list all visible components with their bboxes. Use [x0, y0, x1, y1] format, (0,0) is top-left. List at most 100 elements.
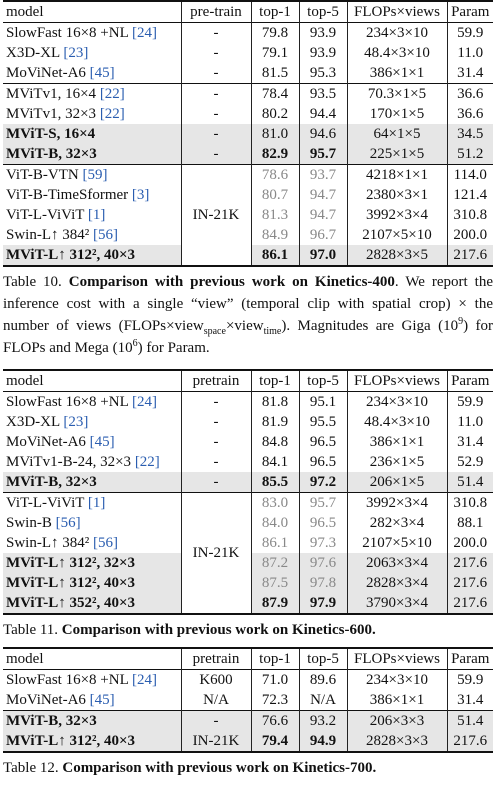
model-name: ViT-L-ViViT	[6, 494, 85, 511]
model-name: MoViNet-A6	[6, 433, 86, 450]
model-cell: MViT-L↑ 312², 32×3	[3, 553, 181, 573]
caption-text: 9	[458, 316, 464, 327]
caption-text: ×view	[225, 318, 264, 334]
value-cell: 206×1×5	[346, 472, 447, 493]
model-name: ViT-B-TimeSformer	[6, 186, 129, 203]
value-cell: 3992×3×4	[346, 205, 447, 225]
caption-text: . We report the inference cost with a si…	[3, 274, 493, 334]
table-row: ViT-B-VTN [59] IN-21K 78.6 93.7 4218×1×1 114.…	[3, 164, 493, 266]
value-cell: 84.8	[250, 432, 299, 452]
model-name: Swin-L↑ 384²	[6, 226, 90, 243]
value-cell: 31.4	[446, 63, 493, 84]
pretrain-cell: IN-21K	[180, 164, 251, 266]
table-row: MViT-L↑ 312², 40×3 86.1 97.0 2828×3×5 217.6	[3, 245, 493, 266]
value-cell: 2063×3×4	[346, 553, 447, 573]
model-cell: MoViNet-A6 [45]	[3, 690, 181, 711]
table-header: model pretrain top-1 top-5 FLOPs×views Param	[3, 648, 493, 670]
value-cell: 81.0	[250, 124, 299, 144]
value-cell: 94.7	[298, 185, 347, 205]
table-row: MViT-B, 32×3 -82.9 95.7 225×1×5 51.2	[3, 144, 493, 165]
value-cell: -	[180, 144, 251, 165]
column-header: top-5	[298, 370, 347, 392]
value-cell: 83.0	[250, 492, 299, 513]
value-cell: 95.7	[298, 144, 347, 165]
citation: [45]	[89, 433, 115, 450]
value-cell: 31.4	[446, 690, 493, 711]
value-cell: IN-21K	[180, 731, 251, 752]
value-cell: 34.5	[446, 124, 493, 144]
caption-text: ). Magnitudes are Giga (10	[281, 318, 459, 334]
value-cell: 89.6	[298, 669, 347, 690]
citation: [1]	[87, 494, 106, 511]
value-cell: 80.2	[250, 104, 299, 124]
citation: [22]	[134, 453, 160, 470]
value-cell: 217.6	[446, 553, 493, 573]
caption-title: Comparison with previous work on Kinetic…	[68, 274, 395, 290]
model-name: MViT-L↑ 352², 40×3	[6, 594, 136, 611]
table-row: Swin-L↑ 384² [56] 86.1 97.3 2107×5×10 200.0	[3, 533, 493, 553]
table-row: MViT-B, 32×3 -85.5 97.2 206×1×5 51.4	[3, 472, 493, 493]
caption-text: 6	[132, 338, 138, 349]
value-cell: 96.5	[298, 432, 347, 452]
model-name: MViT-L↑ 312², 40×3	[6, 732, 136, 749]
caption-title: Comparison with previous work on Kinetic…	[62, 760, 377, 776]
model-cell: MoViNet-A6 [45]	[3, 63, 181, 84]
header-row: model pre-train top-1 top-5 FLOPs×views Param	[3, 1, 493, 23]
table-row: MViT-B, 32×3 -76.6 93.2 206×3×3 51.4	[3, 710, 493, 731]
value-cell: 78.4	[250, 83, 299, 104]
header-row: model pretrain top-1 top-5 FLOPs×views Param	[3, 648, 493, 670]
table-row: MViT-L↑ 312², 40×3 87.5 97.8 2828×3×4 217.6	[3, 573, 493, 593]
value-cell: 87.5	[250, 573, 299, 593]
value-cell: 81.5	[250, 63, 299, 84]
model-cell: ViT-B-TimeSformer [3]	[3, 185, 181, 205]
model-cell: MViTv1-B-24, 32×3 [22]	[3, 452, 181, 472]
value-cell: 11.0	[446, 43, 493, 63]
value-cell: 3790×3×4	[346, 593, 447, 614]
column-header: Param	[446, 370, 493, 392]
model-name: MoViNet-A6	[6, 691, 86, 708]
value-cell: 2107×5×10	[346, 533, 447, 553]
value-cell: 52.9	[446, 452, 493, 472]
value-cell: 86.1	[250, 533, 299, 553]
value-cell: 59.9	[446, 22, 493, 43]
caption-label: Table 12.	[3, 760, 59, 776]
value-cell: 97.8	[298, 573, 347, 593]
citation: [24]	[131, 671, 157, 688]
model-cell: MoViNet-A6 [45]	[3, 432, 181, 452]
value-cell: 95.5	[298, 412, 347, 432]
model-cell: SlowFast 16×8 +NL [24]	[3, 392, 181, 413]
caption-label: Table 10.	[3, 274, 62, 290]
value-cell: 234×3×10	[346, 669, 447, 690]
value-cell: 84.9	[250, 225, 299, 245]
table-row: MoViNet-A6 [45] N/A 72.3 N/A 386×1×1 31.4	[3, 690, 493, 711]
row-group: SlowFast 16×8 +NL [24] K600 71.0 89.6 234×3×…	[3, 669, 493, 711]
citation: [56]	[93, 226, 118, 243]
column-header: FLOPs×views	[346, 1, 447, 23]
value-cell: -	[180, 63, 251, 84]
value-cell: 94.7	[298, 205, 347, 225]
value-cell: -	[180, 22, 251, 43]
value-cell: 310.8	[446, 205, 493, 225]
value-cell: 2107×5×10	[346, 225, 447, 245]
value-cell: 225×1×5	[346, 144, 447, 165]
model-name: Swin-L↑ 384²	[6, 534, 90, 551]
column-header: Param	[446, 1, 493, 23]
pretrain-cell: IN-21K	[180, 492, 251, 614]
value-cell: 71.0	[250, 669, 299, 690]
value-cell: 200.0	[446, 225, 493, 245]
table-row: MViT-L↑ 312², 40×3 IN-21K 79.4 94.9 2828×3×3…	[3, 731, 493, 752]
value-cell: 81.8	[250, 391, 299, 412]
model-cell: Swin-B [56]	[3, 513, 181, 533]
value-cell: 72.3	[250, 690, 299, 711]
table-caption: Table 11. Comparison with previous work …	[3, 619, 493, 641]
value-cell: 97.9	[298, 593, 347, 614]
value-cell: 31.4	[446, 432, 493, 452]
value-cell: 97.3	[298, 533, 347, 553]
value-cell: 93.2	[298, 710, 347, 731]
model-name: MViT-B, 32×3	[6, 712, 97, 729]
value-cell: 95.1	[298, 391, 347, 412]
citation: [45]	[89, 64, 115, 81]
table-row: ViT-L-ViViT [1] 81.3 94.7 3992×3×4 310.8	[3, 205, 493, 225]
table-row: MViTv1-B-24, 32×3 [22] -84.1 96.5 236×1×5 52…	[3, 452, 493, 472]
value-cell: 96.5	[298, 513, 347, 533]
